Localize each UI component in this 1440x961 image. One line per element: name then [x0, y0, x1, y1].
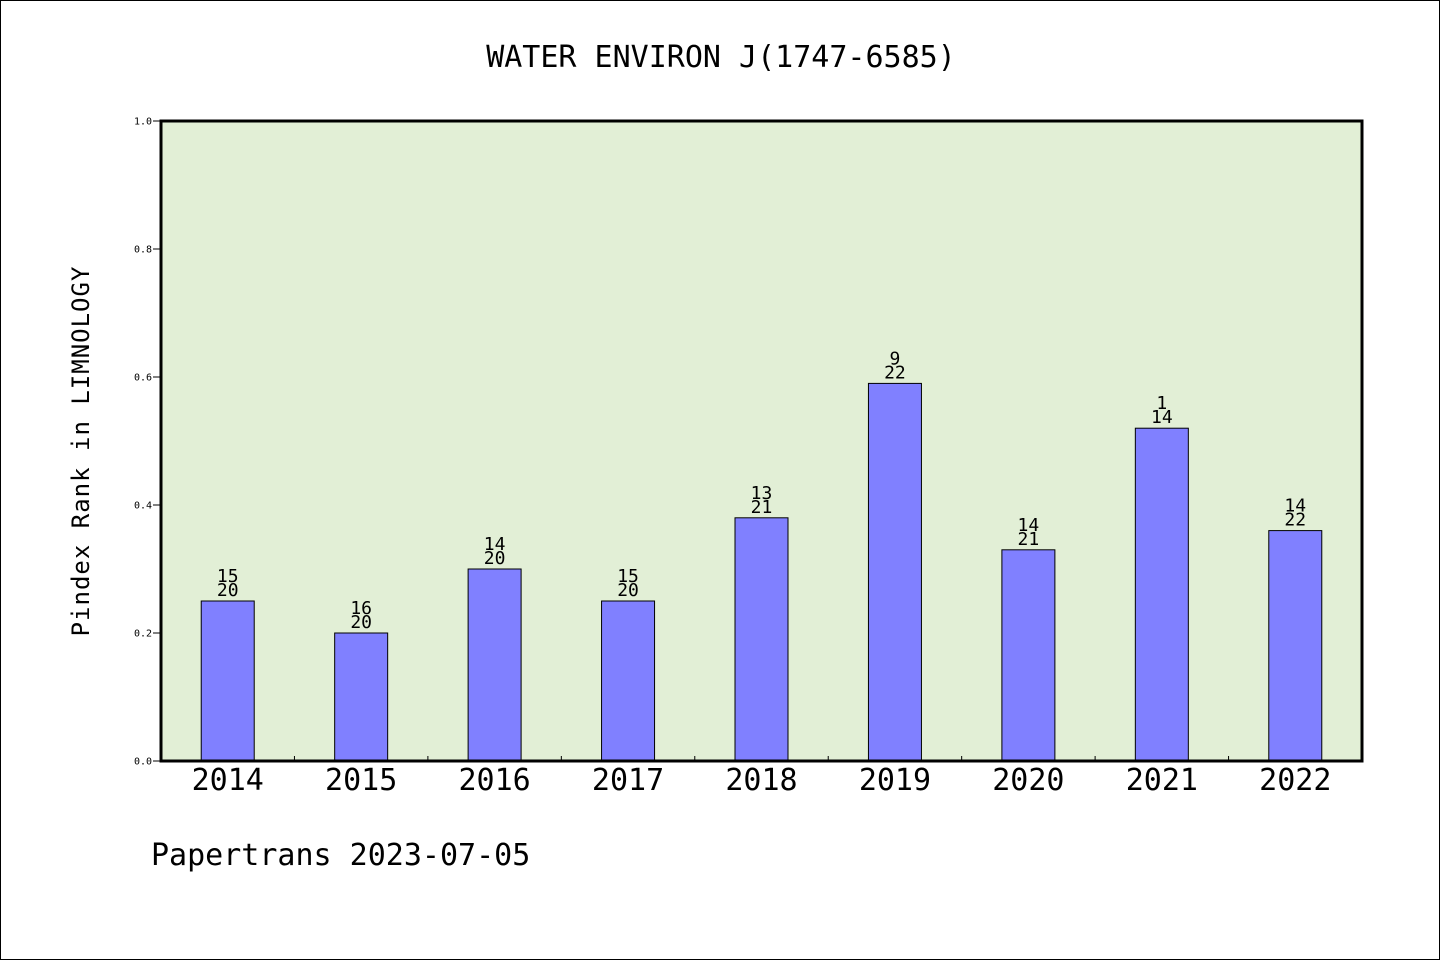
- x-axis-ticks: 2014 2015 2016 2017 2018 2019 2020 2021 2022: [192, 756, 1331, 798]
- bar-2019: [867, 382, 922, 762]
- bar-2014: [200, 600, 255, 762]
- bar-label-top-2022: 14: [1284, 496, 1306, 517]
- bar-label-bottom-2018: 21: [751, 497, 773, 518]
- bar-label-top-2021: 1: [1156, 393, 1167, 414]
- bar-label-top-2018: 13: [751, 483, 773, 504]
- bar-2022: [1268, 530, 1323, 762]
- x-tick-label-2022: 2022: [1259, 763, 1331, 798]
- bar-label-bottom-2021: 14: [1151, 407, 1173, 428]
- bar-label-bottom-2019: 22: [884, 362, 906, 383]
- bar-2016: [467, 568, 522, 762]
- x-tick-label-2017: 2017: [592, 763, 664, 798]
- x-tick-label-2014: 2014: [192, 763, 264, 798]
- bar-2015: [334, 632, 389, 762]
- bar-2018: [734, 517, 789, 762]
- bar-label-bottom-2020: 21: [1018, 529, 1040, 550]
- bar-2021: [1134, 427, 1189, 762]
- bar-label-bottom-2015: 20: [350, 612, 372, 633]
- x-tick-label-2020: 2020: [992, 763, 1064, 798]
- y-axis-label: Pindex Rank in LIMNOLOGY: [67, 266, 95, 637]
- bar-2020: [1001, 549, 1056, 762]
- bar-label-bottom-2022: 22: [1284, 510, 1306, 531]
- bar-label-bottom-2017: 20: [617, 580, 639, 601]
- bar-2017: [601, 600, 656, 762]
- y-axis-ticks: 0.0 0.2 0.4 0.6 0.8 1.0: [134, 117, 161, 768]
- x-tick-label-2016: 2016: [458, 763, 530, 798]
- bar-label-top-2015: 16: [350, 598, 372, 619]
- bar-label-top-2016: 14: [484, 534, 506, 555]
- x-tick-label-2021: 2021: [1126, 763, 1198, 798]
- y-tick-label: 0.4: [134, 501, 152, 512]
- bar-label-top-2014: 15: [217, 566, 239, 587]
- y-tick-label: 0.6: [134, 373, 152, 384]
- bar-label-bottom-2014: 20: [217, 580, 239, 601]
- bars-group: [200, 382, 1323, 762]
- x-tick-label-2018: 2018: [725, 763, 797, 798]
- y-tick-label: 0.0: [134, 757, 152, 768]
- bar-label-bottom-2016: 20: [484, 548, 506, 569]
- y-tick-label: 1.0: [134, 117, 152, 128]
- bar-label-top-2020: 14: [1018, 515, 1040, 536]
- bar-label-top-2019: 9: [890, 348, 901, 369]
- footer-text: Papertrans 2023-07-05: [151, 838, 530, 873]
- plot-border: [159, 119, 1364, 763]
- y-tick-label: 0.2: [134, 629, 152, 640]
- chart-title: WATER ENVIRON J(1747-6585): [486, 40, 956, 75]
- x-tick-label-2015: 2015: [325, 763, 397, 798]
- bar-label-top-2017: 15: [617, 566, 639, 587]
- x-tick-label-2019: 2019: [859, 763, 931, 798]
- y-tick-label: 0.8: [134, 245, 152, 256]
